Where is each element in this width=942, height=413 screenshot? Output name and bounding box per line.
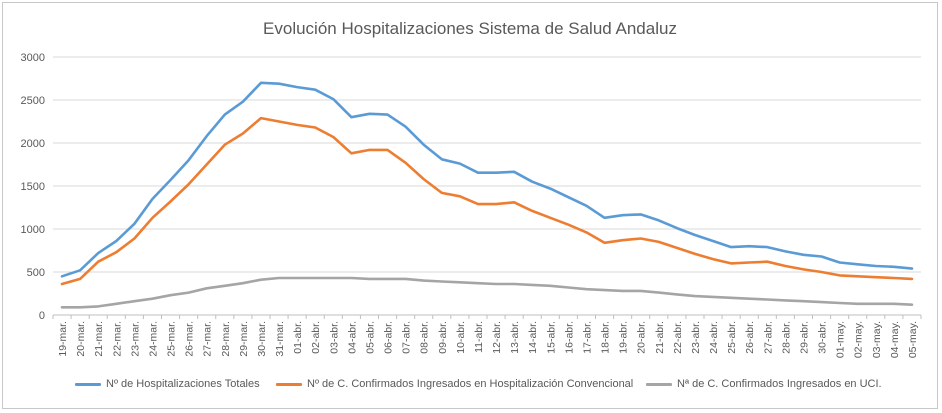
x-tick-label: 23-mar. [129,321,141,357]
chart-plot: 0 500 1000 1500 2000 2500 3000 19-mar. 20-mar. 21… [21,52,922,358]
x-tick-label: 06-abr. [383,321,395,354]
legend-item-2: Nº de C. Confirmados Ingresados en Hospi… [276,378,633,390]
x-tick-label: 04-may. [889,321,901,358]
chart-title: Evolución Hospitalizaciones Sistema de S… [263,19,677,38]
x-tick-label: 24-abr. [708,321,720,354]
x-tick-label: 15-abr. [545,321,557,354]
x-tick-label: 01-may. [835,321,847,358]
legend-item-3: Nª de C. Confirmados Ingresados en UCI. [646,378,882,390]
x-tick-label: 03-abr. [328,321,340,354]
x-tick-label: 19-abr. [618,321,630,354]
x-tick-label: 18-abr. [600,321,612,354]
series-line-2 [60,116,914,286]
y-tick-label: 0 [39,310,45,322]
x-tick-label: 20-abr. [636,321,648,354]
legend-swatch [646,382,672,386]
legend-swatch [75,382,101,386]
x-tick-label: 07-abr. [401,321,413,354]
x-tick-label: 30-abr. [817,321,829,354]
x-tick-label: 30-mar. [256,321,268,357]
x-tick-label: 23-abr. [690,321,702,354]
x-tick-label: 22-abr. [672,321,684,354]
y-tick-label: 3000 [21,52,45,64]
legend-swatch [276,382,302,386]
y-tick-label: 2000 [21,138,45,150]
x-tick-label: 25-mar. [166,321,178,357]
x-tick-label: 19-mar. [57,321,69,357]
x-tick-label: 21-mar. [93,321,105,357]
chart-frame: Evolución Hospitalizaciones Sistema de S… [2,2,938,409]
x-tick-label: 22-mar. [111,321,123,357]
x-tick-label: 08-abr. [419,321,431,354]
x-tick-label: 14-abr. [527,321,539,354]
legend-label: Nº de C. Confirmados Ingresados en Hospi… [307,378,634,390]
legend-item-1: Nº de Hospitalizaciones Totales [75,378,260,390]
x-tick-label: 05-may. [907,321,919,358]
x-tick-label: 03-may. [871,321,883,358]
x-tick-label: 13-abr. [509,321,521,354]
x-tick-label: 27-mar. [202,321,214,357]
series-line-1 [60,81,914,278]
x-tick-label: 26-abr. [744,321,756,354]
x-tick-label: 21-abr. [654,321,666,354]
x-tick-label: 12-abr. [491,321,503,354]
y-tick-label: 1500 [21,181,45,193]
x-tick-label: 29-mar. [238,321,250,357]
x-tick-label: 01-abr. [292,321,304,354]
series-line-3 [60,276,914,309]
x-tick-label: 20-mar. [75,321,87,357]
x-tick-label: 10-abr. [455,321,467,354]
x-tick-label: 04-abr. [346,321,358,354]
y-tick-label: 1000 [21,224,45,236]
x-tick-label: 11-abr. [473,321,485,353]
x-tick-label: 09-abr. [437,321,449,354]
x-tick-label: 05-abr. [364,321,376,354]
chart-legend: Nº de Hospitalizaciones Totales Nº de C. … [3,378,937,396]
legend-label: Nº de Hospitalizaciones Totales [106,378,260,390]
y-tick-label: 500 [27,267,45,279]
legend-label: Nª de C. Confirmados Ingresados en UCI. [677,378,882,390]
x-tick-label: 17-abr. [581,321,593,354]
x-tick-label: 02-abr. [310,321,322,354]
x-tick-label: 25-abr. [726,321,738,354]
x-tick-label: 02-may. [853,321,865,358]
x-tick-label: 24-mar. [147,321,159,357]
x-tick-label: 26-mar. [184,321,196,357]
x-tick-label: 28-abr. [780,321,792,354]
x-tick-label: 16-abr. [563,321,575,354]
x-tick-label: 29-abr. [798,321,810,354]
x-tick-label: 27-abr. [762,321,774,354]
y-tick-label: 2500 [21,95,45,107]
x-tick-label: 28-mar. [220,321,232,357]
x-tick-label: 31-mar. [274,321,286,357]
